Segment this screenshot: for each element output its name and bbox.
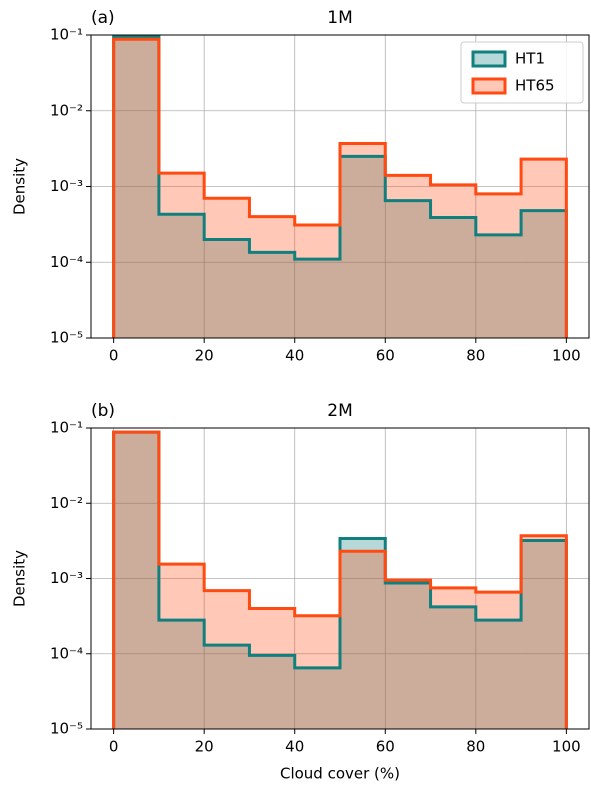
x-tick-label: 40 xyxy=(285,738,304,756)
bar xyxy=(521,210,567,338)
bar xyxy=(294,225,340,338)
bar xyxy=(340,538,386,729)
bar xyxy=(521,535,567,729)
x-tick-label: 20 xyxy=(195,738,214,756)
bar xyxy=(204,590,250,729)
bar xyxy=(385,580,431,729)
bar xyxy=(158,564,205,729)
y-tick-label: 10⁻² xyxy=(50,494,83,512)
bar xyxy=(475,234,522,338)
y-tick-label: 10⁻² xyxy=(50,101,83,119)
bar xyxy=(475,193,522,338)
bar xyxy=(249,655,295,729)
y-axis-label: Density xyxy=(11,158,29,215)
x-tick-label: 20 xyxy=(195,347,214,365)
x-tick-label: 60 xyxy=(376,347,395,365)
chart-title: 1M xyxy=(327,8,352,28)
bar xyxy=(475,620,522,729)
bar xyxy=(430,606,476,729)
bar xyxy=(158,173,205,338)
bar xyxy=(113,39,159,338)
bar xyxy=(249,216,295,338)
bar xyxy=(294,615,340,729)
chart-title: 2M xyxy=(327,401,352,421)
bar xyxy=(385,583,431,729)
bar xyxy=(385,200,431,338)
legend-label: HT65 xyxy=(515,77,555,95)
bar xyxy=(249,608,295,729)
bar xyxy=(340,551,386,729)
bar xyxy=(113,432,159,729)
y-tick-label: 10⁻³ xyxy=(50,569,83,587)
bar xyxy=(475,592,522,729)
bar xyxy=(294,259,340,338)
bar xyxy=(430,184,476,338)
y-tick-label: 10⁻³ xyxy=(50,177,83,195)
legend-label: HT1 xyxy=(515,50,545,68)
plot-frame xyxy=(90,427,590,730)
y-tick-label: 10⁻⁴ xyxy=(50,644,83,662)
x-tick-label: 100 xyxy=(552,738,581,756)
bar xyxy=(521,540,567,729)
y-tick-label: 10⁻¹ xyxy=(50,26,83,44)
bar xyxy=(340,156,386,338)
bar xyxy=(204,198,250,338)
legend-box xyxy=(460,41,584,104)
x-axis-label: Cloud cover (%) xyxy=(280,765,400,783)
bar xyxy=(430,217,476,338)
bar xyxy=(113,36,159,338)
panel-label: (b) xyxy=(91,401,115,421)
y-tick-label: 10⁻⁵ xyxy=(50,329,83,347)
x-tick-label: 80 xyxy=(466,347,485,365)
bar xyxy=(385,175,431,338)
x-tick-label: 0 xyxy=(109,347,119,365)
bar xyxy=(249,252,295,338)
y-tick-label: 10⁻¹ xyxy=(50,419,83,437)
bar xyxy=(158,620,205,729)
histogram-outline xyxy=(112,430,568,729)
x-tick-label: 80 xyxy=(466,738,485,756)
bar xyxy=(204,645,250,729)
x-tick-label: 40 xyxy=(285,347,304,365)
x-tick-label: 100 xyxy=(552,347,581,365)
bar xyxy=(204,239,250,338)
x-tick-label: 0 xyxy=(109,738,119,756)
bar xyxy=(430,587,476,729)
y-tick-label: 10⁻⁵ xyxy=(50,720,83,738)
panel-label: (a) xyxy=(91,8,115,28)
plot-frame xyxy=(90,34,590,339)
legend-swatch xyxy=(471,50,507,68)
y-axis-label: Density xyxy=(11,550,29,607)
histogram-outline xyxy=(112,37,568,338)
bar xyxy=(113,432,159,729)
bar xyxy=(158,214,205,338)
legend-swatch xyxy=(471,77,507,95)
x-tick-label: 60 xyxy=(376,738,395,756)
bar xyxy=(294,667,340,729)
bar xyxy=(340,143,386,338)
y-tick-label: 10⁻⁴ xyxy=(50,253,83,271)
bar xyxy=(521,159,567,338)
